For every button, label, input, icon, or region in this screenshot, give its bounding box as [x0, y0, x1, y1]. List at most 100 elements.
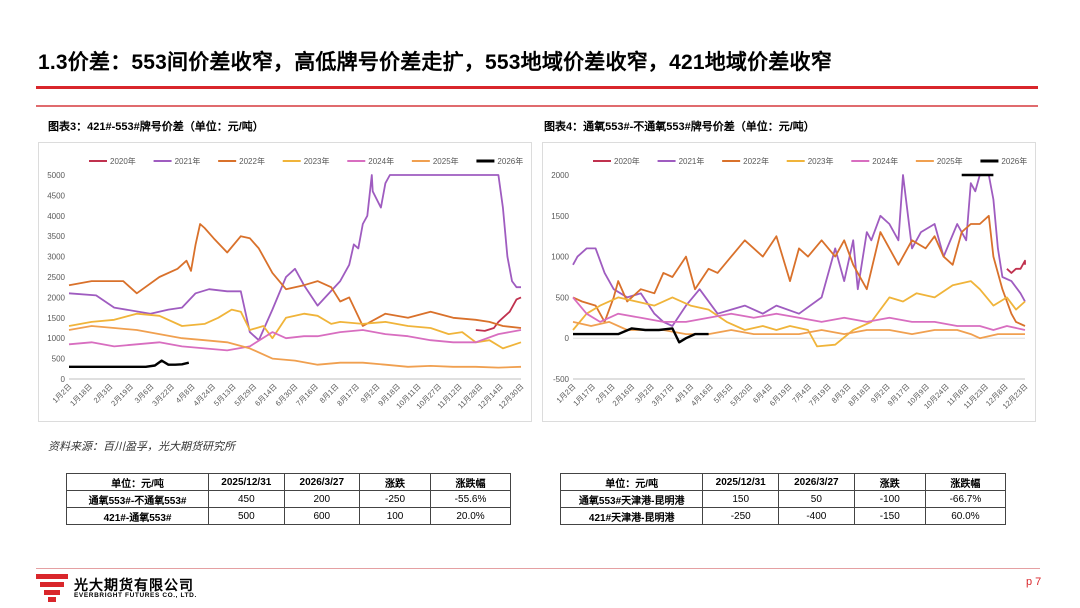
y-tick-label: 5000	[47, 171, 65, 180]
y-tick-label: 0	[565, 334, 570, 343]
legend-label: 2020年	[110, 156, 136, 166]
price-spread-table-grade: 单位：元/吨 2025/12/31 2026/3/27 涨跌 涨跌幅 通氧553#-不通氧…	[65, 473, 511, 525]
legend-label: 2021年	[175, 156, 201, 166]
page-title: 1.3价差：553间价差收窄，高低牌号价差走扩，553地域价差收窄，421地域价…	[38, 51, 832, 74]
table-cell: -150	[853, 507, 926, 525]
chart-0-svg: 0 500 1000 1500 2000 2500 3000 3500 4000 4500 5000…	[47, 156, 525, 411]
table-cell: -250	[702, 507, 780, 525]
series-line-2023年	[572, 280, 1026, 348]
table-cell: 450	[208, 490, 285, 508]
table-cell: 60.0%	[924, 507, 1007, 525]
legend-label: 2026年	[1001, 156, 1027, 166]
table-row: 通氧553#-不通氧553# 450 200 -250 -55.6%	[65, 490, 511, 508]
y-tick-label: 1000	[47, 334, 65, 343]
table-header-cell: 涨跌幅	[924, 473, 1007, 491]
legend-label: 2022年	[743, 156, 769, 166]
y-tick-label: 0	[61, 375, 66, 384]
table-header-row: 单位：元/吨 2025/12/31 2026/3/27 涨跌 涨跌幅	[559, 473, 1007, 491]
y-tick-label: 1500	[551, 212, 569, 221]
x-tick-label: 7月16日	[294, 382, 320, 408]
legend-label: 2024年	[368, 156, 394, 166]
chart-4-title: 图表4：通氧553#-不通氧553#牌号价差（单位：元/吨）	[544, 121, 815, 133]
x-tick-label: 6月19日	[768, 382, 794, 408]
x-tick-label: 4月16日	[689, 382, 715, 408]
footer-divider	[36, 568, 1040, 569]
y-tick-label: 1500	[47, 314, 65, 323]
series-line-2025年	[68, 325, 522, 369]
series-line-2024年	[572, 296, 1026, 331]
x-tick-label: 8月18日	[846, 382, 872, 408]
series-line-2026年	[573, 327, 709, 344]
table-cell: 50	[778, 490, 855, 508]
legend-label: 2022年	[239, 156, 265, 166]
table-cell: 20.0%	[430, 507, 511, 525]
table-row: 421#-通氧553# 500 600 100 20.0%	[65, 507, 511, 525]
table-cell: 150	[702, 490, 780, 508]
x-tick-label: 3月17日	[650, 382, 676, 408]
chart-1-svg: -50005001000150020001月2日1月17日2月1日2月16日3月…	[551, 156, 1029, 411]
x-tick-label: 2月19日	[109, 382, 135, 408]
x-tick-label: 1月18日	[68, 382, 94, 408]
table-header-cell: 涨跌幅	[430, 473, 511, 491]
y-tick-label: 500	[556, 293, 570, 302]
table-cell: 421#-通氧553#	[65, 507, 210, 525]
x-tick-label: 5月20日	[728, 382, 754, 408]
legend-label: 2023年	[304, 156, 330, 166]
table-cell: 421#天津港-昆明港	[559, 507, 704, 525]
chart-3-panel: 0 500 1000 1500 2000 2500 3000 3500 4000 4500 5000…	[38, 142, 532, 422]
table-header-cell: 涨跌	[359, 473, 432, 491]
y-tick-label: 3500	[47, 232, 65, 241]
y-tick-label: 2000	[551, 171, 569, 180]
table-row: 421#天津港-昆明港 -250 -400 -150 60.0%	[559, 507, 1007, 525]
table-header-row: 单位：元/吨 2025/12/31 2026/3/27 涨跌 涨跌幅	[65, 473, 511, 491]
x-tick-label: 7月19日	[807, 382, 833, 408]
y-tick-label: 4000	[47, 212, 65, 221]
x-tick-label: 8月17日	[335, 382, 361, 408]
x-tick-label: 1月17日	[571, 382, 597, 408]
table-cell: -400	[778, 507, 855, 525]
company-name-cn: 光大期货有限公司	[74, 577, 194, 593]
table-row: 通氧553#天津港-昆明港 150 50 -100 -66.7%	[559, 490, 1007, 508]
y-tick-label: 2000	[47, 293, 65, 302]
legend-label: 2020年	[614, 156, 640, 166]
table-cell: -250	[359, 490, 432, 508]
y-tick-label: 4500	[47, 191, 65, 200]
series-line-2020年	[1006, 259, 1026, 274]
company-name-en: EVERBRIGHT FUTURES CO., LTD.	[74, 592, 197, 599]
x-tick-label: 2月16日	[611, 382, 637, 408]
y-tick-label: 2500	[47, 273, 65, 282]
source-note: 资料来源：百川盈孚，光大期货研究所	[48, 441, 235, 453]
table-header-cell: 涨跌	[853, 473, 926, 491]
y-tick-label: -500	[553, 375, 570, 384]
legend-label: 2024年	[872, 156, 898, 166]
legend-label: 2021年	[679, 156, 705, 166]
series-line-2026年	[69, 359, 190, 369]
x-tick-label: 3月22日	[150, 382, 176, 408]
table-header-cell: 2026/3/27	[283, 473, 361, 491]
table-header-cell: 2025/12/31	[702, 473, 780, 491]
series-line-2024年	[68, 329, 522, 352]
table-cell: 200	[283, 490, 361, 508]
title-divider	[36, 86, 1038, 89]
series-line-2022年	[68, 223, 522, 329]
table-cell: 100	[359, 507, 432, 525]
price-spread-table-region: 单位：元/吨 2025/12/31 2026/3/27 涨跌 涨跌幅 通氧553#天津港-…	[559, 473, 1007, 525]
series-line-2023年	[68, 308, 522, 350]
table-cell: 500	[208, 507, 285, 525]
section-divider	[36, 105, 1038, 107]
table-cell: 通氧553#天津港-昆明港	[559, 490, 704, 508]
legend-label: 2023年	[808, 156, 834, 166]
table-header-cell: 2026/3/27	[778, 473, 855, 491]
series-line-2022年	[572, 214, 1026, 327]
y-tick-label: 1000	[551, 253, 569, 262]
legend-label: 2025年	[937, 156, 963, 166]
legend-label: 2026年	[497, 156, 523, 166]
table-header-cell: 单位：元/吨	[559, 473, 704, 491]
chart-4-panel: -500 0 500 1000 1500 2000 1月2日 1月17日 2月1日 2月16日 3月…	[542, 142, 1036, 422]
series-line-2021年	[68, 174, 521, 342]
legend-label: 2025年	[433, 156, 459, 166]
table-cell: 600	[283, 507, 361, 525]
y-tick-label: 3000	[47, 253, 65, 262]
page-number: p 7	[1026, 576, 1042, 588]
table-cell: -66.7%	[924, 490, 1007, 508]
